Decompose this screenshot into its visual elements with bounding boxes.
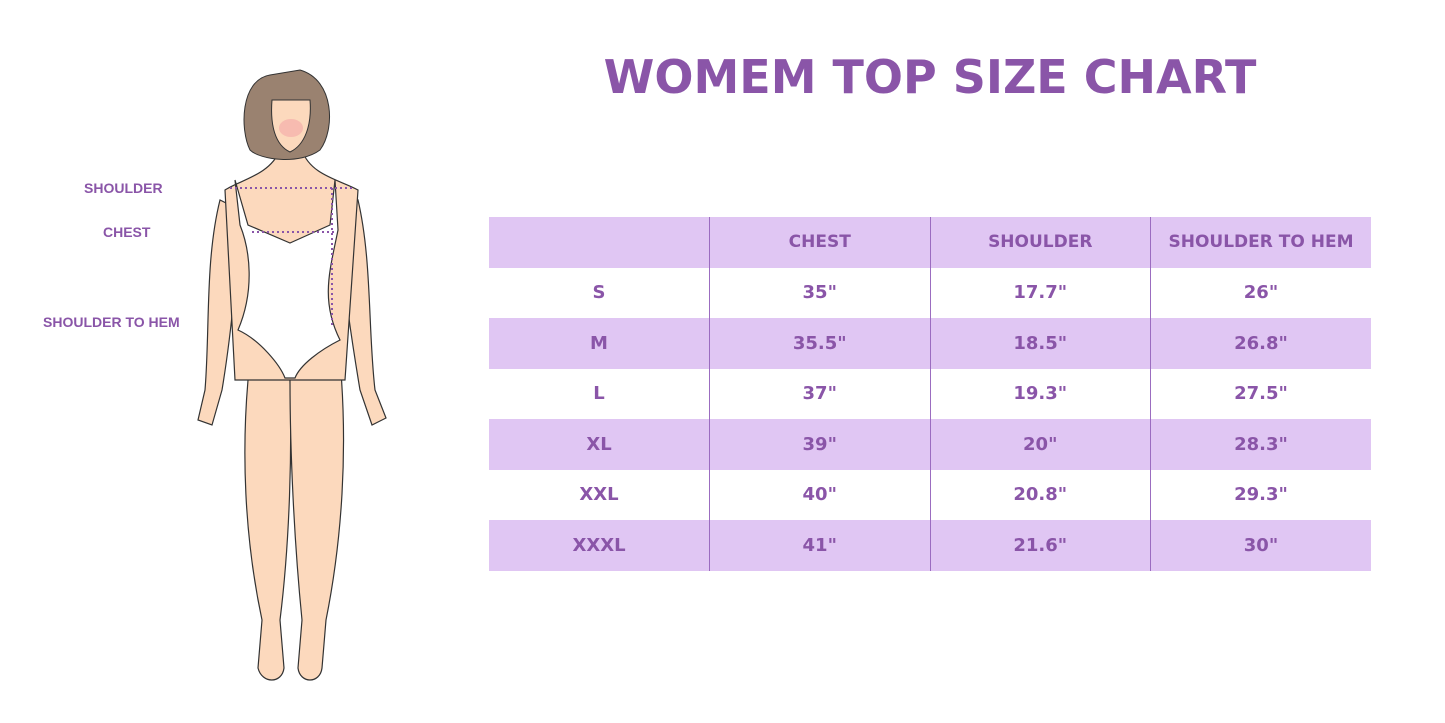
header-shoulder-to-hem: SHOULDER TO HEM <box>1150 217 1371 268</box>
cell-shoulder-to-hem: 30" <box>1150 520 1371 571</box>
header-size <box>489 217 710 268</box>
size-table: CHEST SHOULDER SHOULDER TO HEM S 35" 17.… <box>489 217 1371 571</box>
cell-chest: 37" <box>709 368 930 419</box>
cell-size: XXL <box>579 484 619 506</box>
table-row: M 35.5" 18.5" 26.8" <box>489 318 1371 369</box>
table-row: XXXL 41" 21.6" 30" <box>489 520 1371 571</box>
table-header-row: CHEST SHOULDER SHOULDER TO HEM <box>489 217 1371 268</box>
cell-shoulder: 20" <box>929 419 1151 470</box>
label-shoulder: SHOULDER <box>84 180 163 196</box>
header-chest: CHEST <box>709 217 930 268</box>
cell-size: L <box>593 383 605 405</box>
cell-shoulder-to-hem: 28.3" <box>1150 419 1371 470</box>
cell-size: M <box>590 332 608 354</box>
cell-shoulder: 21.6" <box>929 520 1151 571</box>
table-row: XL 39" 20" 28.3" <box>489 419 1371 470</box>
page-title: WOMEM TOP SIZE CHART <box>603 50 1257 104</box>
label-shoulder-to-hem: SHOULDER TO HEM <box>43 314 180 330</box>
cell-shoulder: 20.8" <box>929 469 1151 520</box>
table-row: S 35" 17.7" 26" <box>489 267 1371 318</box>
header-shoulder: SHOULDER <box>929 217 1151 268</box>
cell-shoulder-to-hem: 26.8" <box>1150 318 1371 369</box>
label-chest: CHEST <box>103 224 151 240</box>
table-row: XXL 40" 20.8" 29.3" <box>489 469 1371 520</box>
cell-shoulder-to-hem: 26" <box>1150 267 1371 318</box>
cell-chest: 40" <box>709 469 930 520</box>
body-figure-illustration <box>197 69 387 681</box>
cell-chest: 41" <box>709 520 930 571</box>
cell-chest: 39" <box>709 419 930 470</box>
cell-shoulder: 17.7" <box>929 267 1151 318</box>
table-row: L 37" 19.3" 27.5" <box>489 368 1371 419</box>
cell-shoulder: 18.5" <box>929 318 1151 369</box>
cell-chest: 35.5" <box>709 318 930 369</box>
cell-size: XXXL <box>572 534 626 556</box>
cell-size: XL <box>586 433 612 455</box>
cell-shoulder-to-hem: 29.3" <box>1150 469 1371 520</box>
cell-size: S <box>592 282 606 304</box>
cell-shoulder: 19.3" <box>929 368 1151 419</box>
cell-shoulder-to-hem: 27.5" <box>1150 368 1371 419</box>
cell-chest: 35" <box>709 267 930 318</box>
